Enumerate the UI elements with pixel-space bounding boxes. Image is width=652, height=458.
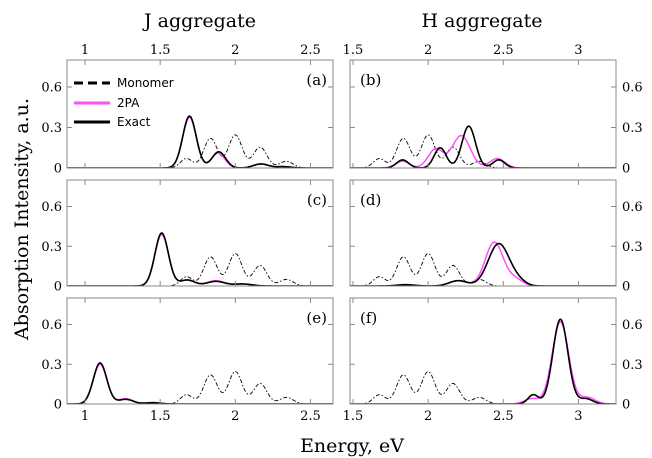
x-tick-label-top: 3 xyxy=(574,43,582,58)
legend-entry-exact: Exact xyxy=(74,115,151,129)
y-tick-label-right: 0.6 xyxy=(622,200,643,215)
x-tick-label-top: 1.5 xyxy=(150,43,171,58)
panel-label: (e) xyxy=(306,309,327,327)
legend: Monomer 2PA Exact xyxy=(74,76,174,129)
x-tick-label-bottom: 1.5 xyxy=(343,409,364,424)
x-tick-label-bottom: 3 xyxy=(574,409,582,424)
column-title-h: H aggregate xyxy=(422,10,543,32)
y-tick-label-left: 0 xyxy=(54,162,62,177)
series-exact-line xyxy=(350,318,616,404)
y-tick-label-right: 0 xyxy=(622,280,630,295)
x-tick-label-top: 2.5 xyxy=(300,43,321,58)
legend-entry-2pa: 2PA xyxy=(74,96,140,110)
series-2pa-line xyxy=(67,363,333,404)
y-tick-label-left: 0.3 xyxy=(41,121,62,136)
legend-entry-monomer: Monomer xyxy=(74,76,174,90)
x-tick-label-top: 1 xyxy=(81,43,89,58)
y-tick-label-left: 0.6 xyxy=(41,200,62,215)
y-tick-label-right: 0.3 xyxy=(622,358,643,373)
series-monomer-line xyxy=(350,253,616,286)
x-tick-label-bottom: 2.5 xyxy=(493,409,514,424)
legend-label: Exact xyxy=(117,115,151,129)
panel-d: 0 0.3 0.6 (d) xyxy=(349,179,643,295)
x-tick-label-top: 2 xyxy=(231,43,239,58)
series-2pa-line xyxy=(350,241,616,286)
x-tick-label-top: 2 xyxy=(424,43,432,58)
panel-label: (f) xyxy=(360,309,377,327)
series-monomer-line xyxy=(67,253,333,286)
series-exact-line xyxy=(67,362,333,404)
x-axis-title: Energy, eV xyxy=(300,435,404,457)
panel-grid: 1 1.5 2 2.5 0 0.3 0.6 (a) 1.5 2 2.5 3 0 0.3 0.6 (b) 0 0.3… xyxy=(41,43,642,424)
series-exact-line xyxy=(67,232,333,286)
x-tick-label-bottom: 1.5 xyxy=(150,409,171,424)
y-tick-label-right: 0.6 xyxy=(622,318,643,333)
panel-c: 0 0.3 0.6 (c) xyxy=(41,179,334,295)
column-title-j: J aggregate xyxy=(142,10,256,32)
y-tick-label-left: 0 xyxy=(54,280,62,295)
x-tick-label-bottom: 1 xyxy=(81,409,89,424)
x-tick-label-top: 1.5 xyxy=(343,43,364,58)
y-tick-label-right: 0 xyxy=(622,398,630,413)
x-tick-label-bottom: 2 xyxy=(424,409,432,424)
y-tick-label-left: 0.6 xyxy=(41,318,62,333)
series-monomer-line xyxy=(350,371,616,404)
y-tick-label-right: 0.6 xyxy=(622,81,643,96)
panel-frame xyxy=(349,59,617,169)
legend-label: 2PA xyxy=(117,96,140,110)
y-tick-label-left: 0.3 xyxy=(41,358,62,373)
panel-label: (d) xyxy=(360,191,381,209)
y-tick-label-left: 0 xyxy=(54,398,62,413)
panel-e: 1 1.5 2 2.5 0 0.3 0.6 (e) xyxy=(41,297,334,424)
series-2pa-line xyxy=(67,233,333,286)
series-exact-line xyxy=(67,115,333,168)
y-tick-label-right: 0 xyxy=(622,162,630,177)
panel-frame xyxy=(349,179,617,287)
panel-label: (c) xyxy=(307,191,327,209)
panel-frame xyxy=(349,297,617,405)
series-exact-line xyxy=(350,242,616,286)
y-tick-label-right: 0.3 xyxy=(622,121,643,136)
y-tick-label-left: 0.6 xyxy=(41,81,62,96)
series-2pa-line xyxy=(350,321,616,404)
x-tick-label-top: 2.5 xyxy=(493,43,514,58)
panel-a: 1 1.5 2 2.5 0 0.3 0.6 (a) xyxy=(41,43,334,177)
panel-frame xyxy=(66,179,334,287)
series-2pa-line xyxy=(67,116,333,168)
x-tick-label-bottom: 2 xyxy=(231,409,239,424)
panel-label: (b) xyxy=(360,71,381,89)
x-tick-label-bottom: 2.5 xyxy=(300,409,321,424)
y-tick-label-right: 0.3 xyxy=(622,240,643,255)
panel-label: (a) xyxy=(306,71,327,89)
y-axis-title: Absorption Intensity, a.u. xyxy=(11,98,33,341)
panel-frame xyxy=(66,297,334,405)
series-monomer-line xyxy=(67,134,333,168)
panel-frame xyxy=(66,59,334,169)
series-exact-line xyxy=(350,125,616,168)
legend-label: Monomer xyxy=(117,76,174,90)
y-tick-label-left: 0.3 xyxy=(41,240,62,255)
panel-f: 1.5 2 2.5 3 0 0.3 0.6 (f) xyxy=(343,297,643,424)
panel-b: 1.5 2 2.5 3 0 0.3 0.6 (b) xyxy=(343,43,643,177)
